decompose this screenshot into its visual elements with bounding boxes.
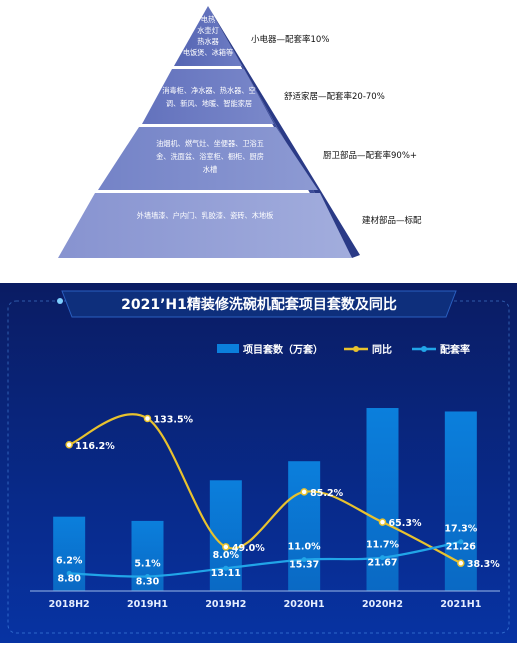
rate-point-2019H1 bbox=[145, 573, 150, 579]
rate-label-2019H2: 8.0% bbox=[213, 550, 240, 561]
yoy-point-2020H1 bbox=[300, 488, 308, 496]
rate-label-2020H1: 11.0% bbox=[288, 542, 321, 553]
chart-panel: 2021’H1精装修洗碗机配套项目套数及同比 项目套数（万套） 同比 配套率 1… bbox=[0, 283, 517, 643]
tier-1-line-2: 水壶灯 bbox=[197, 26, 219, 35]
rate-label-2019H1: 5.1% bbox=[134, 558, 161, 569]
rate-point-2021H1 bbox=[458, 539, 464, 545]
yoy-label-2021H1: 38.3% bbox=[467, 559, 500, 570]
tier-2-label: 舒适家居—配套率20-70% bbox=[284, 91, 385, 102]
x-tick-2019H2: 2019H2 bbox=[205, 599, 246, 610]
bar-2018H2 bbox=[53, 516, 86, 591]
bar-label-2021H1: 21.26 bbox=[446, 542, 476, 553]
title-band bbox=[61, 290, 457, 318]
pyramid-tier-2 bbox=[142, 69, 274, 124]
pyramid-tier-3 bbox=[98, 127, 318, 190]
legend-label-yoy: 同比 bbox=[372, 343, 392, 356]
rate-label-2020H2: 11.7% bbox=[366, 540, 399, 551]
rate-label-2018H2: 6.2% bbox=[56, 555, 83, 566]
tier-3-line-3: 水槽 bbox=[203, 165, 217, 174]
yoy-point-2020H2 bbox=[378, 518, 387, 526]
legend-label-rate: 配套率 bbox=[440, 343, 470, 356]
yoy-label-2020H2: 65.3% bbox=[389, 518, 422, 529]
tier-3-label: 厨卫部品—配套率90%+ bbox=[323, 150, 417, 161]
bar-label-2020H1: 15.37 bbox=[289, 560, 319, 571]
yoy-label-2019H1: 133.5% bbox=[154, 414, 194, 425]
rate-point-2020H2 bbox=[380, 555, 385, 561]
bar-2019H1 bbox=[131, 520, 164, 591]
bar-label-2019H2: 13.11 bbox=[211, 568, 241, 579]
tier-2-line-1: 消毒柜、净水器、热水器、空 bbox=[162, 86, 255, 95]
rate-line bbox=[69, 540, 462, 578]
x-tick-2018H2: 2018H2 bbox=[49, 599, 90, 610]
pyramid-side-face bbox=[208, 6, 360, 258]
x-tick-2019H1: 2019H1 bbox=[127, 599, 168, 610]
x-tick-2020H2: 2020H2 bbox=[362, 599, 403, 610]
legend-swatch-bar bbox=[217, 344, 239, 353]
tier-1-line-4: 电饭煲、冰箱等 bbox=[183, 48, 233, 57]
rate-label-2021H1: 17.3% bbox=[444, 524, 477, 535]
yoy-point-2018H2 bbox=[65, 441, 73, 449]
bar-label-2020H2: 21.67 bbox=[367, 558, 397, 569]
x-tick-2021H1: 2021H1 bbox=[440, 599, 481, 610]
bar-2019H2 bbox=[209, 480, 242, 591]
chart-svg: 2021’H1精装修洗碗机配套项目套数及同比 项目套数（万套） 同比 配套率 1… bbox=[0, 283, 517, 643]
pyramid-svg: 电热 水壶灯 热水器 电饭煲、冰箱等 消毒柜、净水器、热水器、空 调、新风、地暖… bbox=[58, 6, 422, 258]
bar-label-2019H1: 8.30 bbox=[136, 576, 160, 587]
rate-point-2019H2 bbox=[223, 565, 229, 571]
tier-1-label: 小电器—配套率10% bbox=[251, 34, 329, 45]
pyramid-tier-1 bbox=[174, 6, 242, 66]
tier-1-line-3: 热水器 bbox=[197, 37, 219, 46]
yoy-point-2019H2 bbox=[222, 543, 230, 551]
chart-title: 2021’H1精装修洗碗机配套项目套数及同比 bbox=[121, 296, 397, 313]
yoy-point-2021H1 bbox=[457, 559, 465, 567]
tier-3-line-2: 金、洗面盆、浴室柜、橱柜、厨房 bbox=[156, 152, 264, 161]
tier-4-label: 建材部品—标配 bbox=[362, 215, 422, 226]
legend-label-bar: 项目套数（万套） bbox=[243, 343, 323, 356]
pyramid-tier-4 bbox=[58, 193, 352, 258]
legend-marker-yoy bbox=[353, 346, 359, 352]
x-tick-2020H1: 2020H1 bbox=[284, 599, 325, 610]
yoy-label-2020H1: 85.2% bbox=[310, 488, 343, 499]
bar-2020H1 bbox=[288, 461, 321, 591]
legend-marker-rate bbox=[421, 346, 427, 352]
tier-2-line-2: 调、新风、地暖、智能家居 bbox=[166, 99, 252, 108]
rate-point-2018H2 bbox=[66, 570, 72, 576]
bar-label-2018H2: 8.80 bbox=[57, 573, 81, 584]
yoy-label-2018H2: 116.2% bbox=[75, 441, 115, 452]
bar-2020H2 bbox=[366, 408, 399, 591]
tier-3-line-1: 油烟机、燃气灶、坐便器、卫浴五 bbox=[156, 139, 264, 148]
yoy-point-2019H1 bbox=[143, 414, 152, 423]
tier-1-line-1: 电热 bbox=[201, 15, 215, 24]
frame-dot-left bbox=[57, 298, 63, 304]
legend: 项目套数（万套） 同比 配套率 bbox=[217, 343, 470, 356]
yoy-label-2019H2: 49.0% bbox=[232, 543, 265, 554]
pyramid-panel: 电热 水壶灯 热水器 电饭煲、冰箱等 消毒柜、净水器、热水器、空 调、新风、地暖… bbox=[0, 0, 517, 280]
chart-background bbox=[0, 283, 517, 643]
tier-4-line-1: 外墙墙漆、户内门、乳胶漆、瓷砖、木地板 bbox=[137, 211, 274, 220]
rate-point-2020H1 bbox=[301, 557, 307, 563]
